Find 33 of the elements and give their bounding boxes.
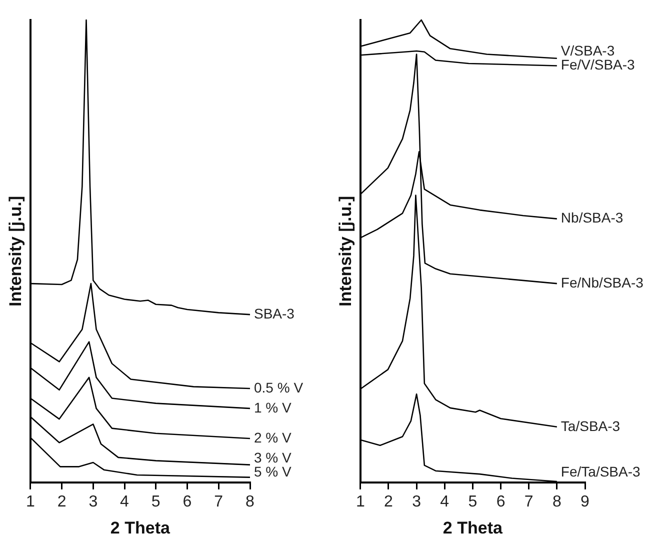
x-axis-title: 2 Theta [110, 518, 170, 538]
y-axis-title: Intensity [j.u.] [6, 196, 25, 306]
x-tick-label: 4 [440, 493, 450, 510]
series-label: 0.5 % V [254, 379, 304, 396]
series-label: SBA-3 [254, 305, 295, 322]
x-tick-label: 5 [468, 493, 478, 510]
x-tick-label: 1 [26, 493, 35, 510]
series-label: Nb/SBA-3 [560, 210, 624, 226]
series-label: V/SBA-3 [560, 42, 615, 59]
series-label: Fe/V/SBA-3 [560, 56, 636, 73]
series-label: Fe/Nb/SBA-3 [560, 274, 644, 290]
series-label: 1 % V [254, 399, 292, 416]
x-tick-label: 6 [496, 493, 506, 510]
series-label: Ta/SBA-3 [560, 418, 620, 434]
x-tick-label: 5 [151, 493, 160, 510]
series-label: Fe/Ta/SBA-3 [560, 463, 641, 480]
series-label: 5 % V [254, 463, 292, 480]
x-tick-label: 2 [384, 493, 394, 510]
x-tick-label: 7 [214, 493, 224, 510]
x-tick-label: 9 [580, 493, 590, 510]
x-tick-label: 8 [246, 493, 255, 510]
x-tick-label: 4 [120, 493, 130, 510]
x-tick-label: 1 [356, 493, 365, 510]
x-tick-label: 7 [524, 493, 534, 510]
x-tick-label: 3 [412, 493, 422, 510]
x-tick-label: 3 [88, 493, 98, 510]
series-label: 2 % V [254, 429, 292, 446]
x-tick-label: 2 [57, 493, 66, 510]
x-tick-label: 6 [182, 493, 192, 510]
x-tick-label: 8 [552, 493, 562, 510]
x-axis-title: 2 Theta [442, 518, 503, 538]
y-axis-title: Intensity [j.u.] [336, 196, 355, 306]
series-label: 3 % V [254, 449, 292, 466]
